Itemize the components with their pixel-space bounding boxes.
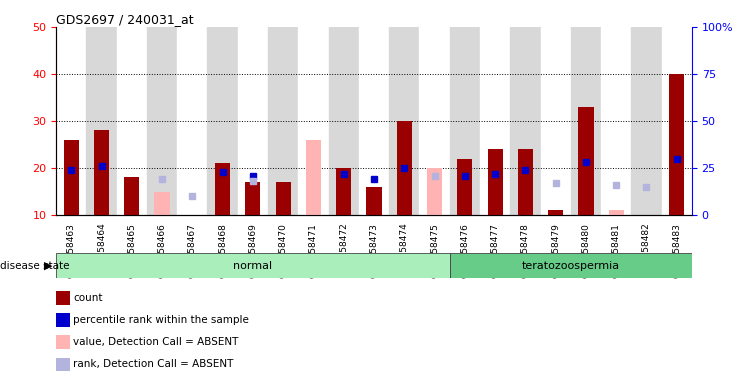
Bar (155, 192, 170, 215)
Bar (298, 27, 328, 215)
Bar (548, 210, 563, 215)
Bar (245, 182, 260, 215)
Bar (457, 159, 473, 215)
Bar (336, 168, 352, 215)
Text: teratozoospermia: teratozoospermia (522, 261, 620, 271)
Bar (601, 27, 631, 215)
Bar (480, 27, 510, 215)
Bar (306, 140, 321, 215)
Bar (389, 27, 420, 215)
Bar (328, 27, 359, 215)
Bar (215, 163, 230, 215)
Bar (268, 27, 298, 215)
Text: disease state: disease state (0, 261, 70, 271)
Text: GDS2697 / 240031_at: GDS2697 / 240031_at (56, 13, 194, 26)
Bar (450, 27, 480, 215)
Text: normal: normal (233, 261, 272, 271)
Bar (631, 27, 662, 215)
Bar (275, 182, 291, 215)
Bar (541, 27, 571, 215)
Text: ▶: ▶ (44, 261, 52, 271)
Bar (56, 27, 86, 215)
Text: percentile rank within the sample: percentile rank within the sample (73, 315, 249, 325)
Bar (124, 177, 139, 215)
Bar (488, 149, 503, 215)
Bar (117, 27, 147, 215)
Bar (367, 187, 381, 215)
Bar (86, 27, 117, 215)
Bar (207, 27, 238, 215)
Bar (518, 149, 533, 215)
Bar (359, 27, 389, 215)
Bar (306, 168, 321, 215)
Text: rank, Detection Call = ABSENT: rank, Detection Call = ABSENT (73, 359, 233, 369)
Bar (177, 27, 207, 215)
Bar (510, 27, 541, 215)
Text: count: count (73, 293, 102, 303)
Bar (56, 253, 450, 278)
Bar (427, 168, 442, 215)
Bar (609, 210, 624, 215)
Text: value, Detection Call = ABSENT: value, Detection Call = ABSENT (73, 337, 239, 347)
Bar (238, 27, 268, 215)
Bar (94, 131, 109, 215)
Bar (396, 121, 412, 215)
Bar (450, 253, 692, 278)
Bar (571, 27, 601, 215)
Bar (420, 27, 450, 215)
Bar (662, 27, 692, 215)
Bar (669, 74, 684, 215)
Bar (147, 27, 177, 215)
Bar (64, 140, 79, 215)
Bar (578, 107, 593, 215)
